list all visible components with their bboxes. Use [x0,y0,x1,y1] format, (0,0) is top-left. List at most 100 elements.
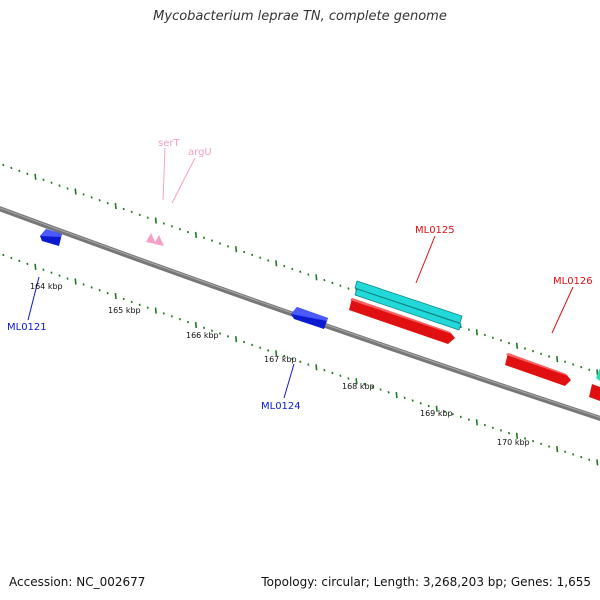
rna-label-argu: argU [188,147,212,158]
rna-feature-sert[interactable]: serT [146,138,180,244]
gene-ml0121[interactable]: ML0121 [7,229,62,333]
minor-tick [130,210,133,214]
major-tick [74,278,77,285]
minor-tick [299,360,302,363]
minor-tick [58,184,61,187]
kbp-label: 167 kbp [264,355,297,364]
minor-tick [507,431,511,435]
minor-tick [18,259,21,263]
minor-tick [42,178,45,181]
minor-tick [443,410,446,413]
minor-tick [146,306,149,309]
minor-tick [588,458,591,461]
minor-tick [186,230,189,234]
minor-tick [588,368,591,371]
kbp-label: 169 kbp [420,409,453,418]
minor-tick [283,264,286,268]
minor-tick [26,172,29,176]
minor-tick [146,216,149,219]
minor-tick [347,287,350,290]
minor-tick [507,341,511,345]
minor-tick [331,371,334,375]
minor-tick [499,429,503,432]
minor-tick [98,289,101,292]
minor-tick [379,388,382,391]
minor-tick [523,347,527,350]
major-tick [556,356,559,363]
kbp-label: 166 kbp [186,331,219,340]
gene-label-ml0125: ML0125 [415,225,455,236]
minor-tick [291,267,294,271]
major-tick [315,364,318,371]
minor-tick [548,445,551,448]
accession-text: Accession: NC_002677 [9,575,146,589]
minor-tick [523,437,527,440]
minor-tick [98,199,101,202]
major-tick [154,217,157,224]
minor-tick [162,312,165,315]
minor-tick [178,227,181,231]
minor-tick [10,166,13,170]
minor-tick [347,377,350,380]
minor-tick [267,259,270,262]
minor-tick [218,242,222,245]
minor-tick [323,368,326,372]
minor-tick [186,320,189,324]
major-tick [475,419,478,426]
minor-tick [307,363,310,366]
kbp-label: 170 kbp [497,438,530,447]
minor-tick [170,315,173,318]
minor-tick [2,163,5,167]
minor-tick [259,256,262,259]
minor-tick [331,281,334,285]
minor-tick [564,450,567,454]
minor-tick [283,354,286,358]
minor-tick [202,236,206,240]
minor-tick [26,262,29,266]
major-tick [194,231,198,239]
minor-tick [483,423,486,427]
minor-tick [106,291,109,295]
gene-label-ml0126: ML0126 [553,276,593,287]
minor-tick [58,274,61,277]
minor-tick [226,335,230,338]
major-tick [515,432,519,439]
minor-tick [178,317,181,321]
minor-tick [243,340,246,344]
minor-tick [162,222,165,225]
minor-tick [531,439,535,443]
major-tick [234,336,238,343]
gene-ml0126[interactable]: ML0126 [505,276,593,386]
cds-ml0125[interactable] [354,280,463,331]
minor-tick [572,453,575,456]
rna-feature-argu[interactable]: argU [154,147,212,246]
minor-tick [323,278,326,282]
minor-tick [251,253,254,257]
major-tick [435,405,438,412]
minor-tick [467,328,470,331]
minor-tick [82,193,85,196]
minor-tick [226,245,230,248]
genome-summary-text: Topology: circular; Length: 3,268,203 bp… [261,575,591,589]
gene-partial-right[interactable] [589,368,600,401]
minor-tick [572,363,575,366]
minor-tick [267,349,270,352]
minor-tick [259,346,262,349]
minor-tick [491,336,494,339]
upper-tick-row [2,163,599,376]
minor-tick [459,415,462,419]
minor-tick [451,412,454,416]
minor-tick [106,201,109,205]
minor-tick [363,382,366,386]
minor-tick [90,286,93,289]
gene-ml0125[interactable]: ML0125 [349,225,455,344]
minor-tick [251,343,254,347]
minor-tick [66,277,69,280]
minor-tick [210,239,214,242]
minor-tick [291,357,294,361]
gene-ml0124[interactable]: ML0124 [261,307,328,412]
major-tick [194,321,198,329]
gene-label-ml0124: ML0124 [261,401,301,412]
minor-tick [138,303,141,307]
